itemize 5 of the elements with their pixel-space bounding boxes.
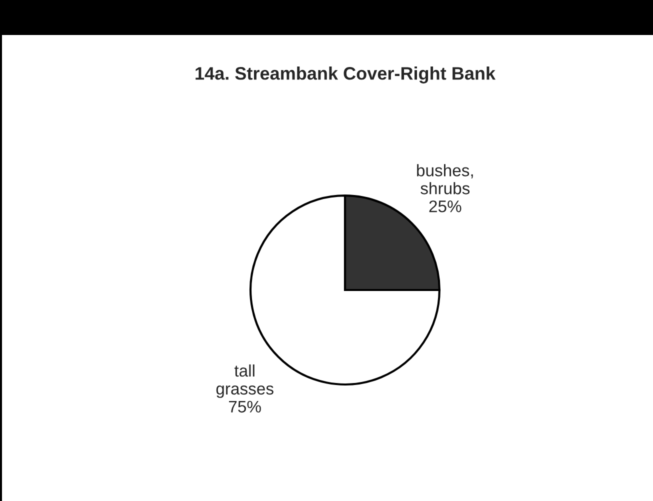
- data-label: 25%: [429, 200, 462, 212]
- chart-title: 14a. Streambank Cover-Right Bank: [196, 66, 496, 84]
- data-label: 75%: [229, 400, 261, 413]
- slice-label: bushes, shrubs: [417, 164, 473, 194]
- slice-label: tall grasses: [216, 364, 274, 398]
